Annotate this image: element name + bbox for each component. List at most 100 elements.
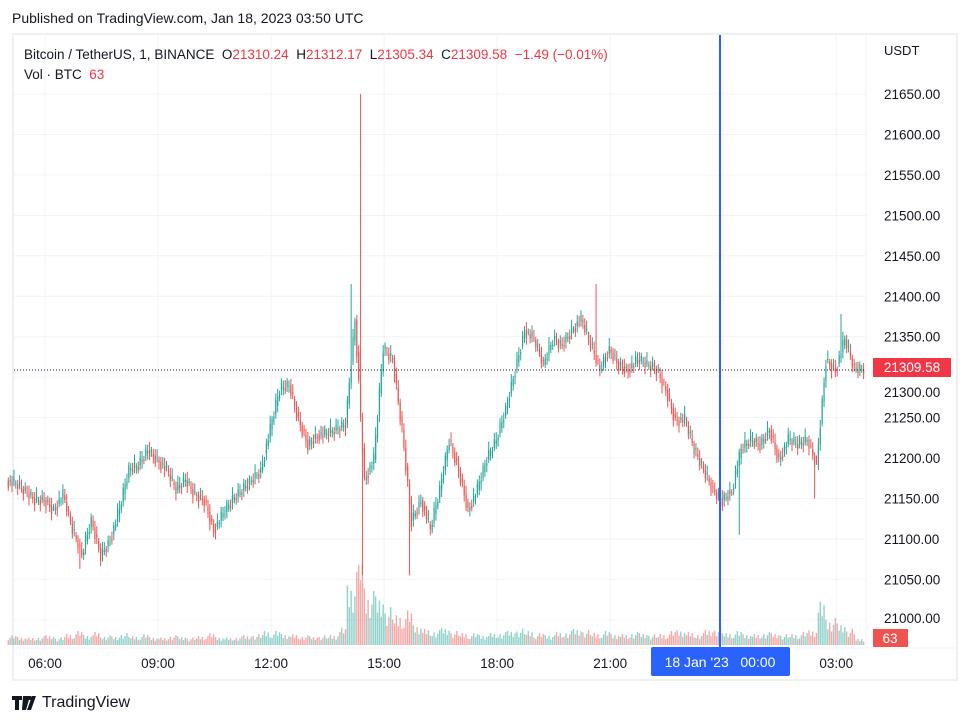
candle-body [614,355,616,357]
volume-bar [86,636,89,645]
volume-bar [849,632,852,645]
candle-body [710,482,712,492]
volume-bar [448,630,450,645]
candle-body [529,334,531,339]
volume-bar [717,632,720,645]
candle-body [229,505,232,507]
volume-bar [160,637,162,645]
volume-bar [499,634,501,645]
volume-bar [361,565,364,645]
volume-bar [565,633,567,645]
volume-bar [429,635,431,645]
volume-bar [406,610,409,645]
candle-body [267,440,269,446]
candle-body [43,500,45,502]
candle-body [736,468,738,475]
candle-body [708,478,710,483]
candle-body [15,483,17,485]
candle-body [452,446,454,453]
candle-body [587,334,590,339]
time-tick-label: 03:00 [819,656,853,671]
candle-body [738,451,740,467]
candle-body [574,328,576,333]
volume-bar [56,641,58,645]
candle-body [171,476,173,479]
candle-body [495,440,497,445]
candle-body [231,495,234,504]
volume-bar [197,636,200,645]
volume-bar [194,639,196,645]
volume-bar [593,633,595,645]
candle-body [376,418,379,438]
volume-bar [580,631,582,645]
candle-body [314,434,316,439]
volume-bar [228,639,230,645]
volume-bar [569,634,571,645]
volume-bar [173,637,175,645]
candle-body [133,462,136,469]
tradingview-logo[interactable]: TradingView [12,694,130,712]
volume-bar [578,635,580,645]
candle-body [359,383,362,418]
volume-bar [791,634,793,645]
volume-bar [504,632,507,645]
candle-body [420,502,422,505]
volume-bar [746,635,748,645]
volume-bar [135,636,138,645]
volume-bar [397,626,399,645]
volume-bar [488,636,490,645]
volume-bar [761,637,763,645]
candle-body [297,413,299,417]
low-value: 21305.34 [377,47,434,62]
volume-bar [731,638,733,645]
volume-bar [597,634,599,645]
candle-body [778,453,780,458]
candle-body [474,496,477,499]
volume-bar [653,634,656,645]
brand-name: TradingView [42,694,131,711]
volume-bar [576,630,578,645]
candle-body [469,507,471,510]
volume-bar [11,635,13,645]
candle-body [69,516,72,522]
volume-bar [802,632,805,645]
volume-bar [602,634,605,645]
volume-bar [303,640,305,645]
candle-body [156,457,158,459]
candle-body [540,354,543,364]
candle-body [855,368,857,370]
candle-body [550,344,552,350]
volume-bar [205,639,207,645]
candle-body [478,481,480,491]
candle-body [668,396,671,399]
symbol-title[interactable]: Bitcoin / TetherUS, 1, BINANCE [24,47,215,62]
candle-body [333,431,335,435]
volume-bar [41,638,43,645]
candle-body [111,539,113,541]
candle-body [829,362,831,366]
volume-bar [697,635,699,645]
candle-body [194,491,196,493]
volume-bar [663,635,665,645]
volume-bar [324,635,326,645]
volume-bar [408,621,411,645]
candle-body [410,502,413,527]
volume-bar [17,637,19,645]
volume-bar [651,636,654,645]
candle-body [152,453,154,457]
candle-body [819,428,821,445]
candle-body [618,361,620,372]
last-price-label: 21309.58 [884,360,940,375]
volume-bar [847,636,850,645]
grid [14,35,866,648]
volume-bar [527,631,529,645]
candle-body [137,466,139,471]
volume-title[interactable]: Vol · BTC [24,67,82,82]
volume-bar [862,641,865,645]
published-caption: Published on TradingView.com, Jan 18, 20… [12,10,364,26]
volume-bar [81,632,83,645]
volume-bar [553,635,556,645]
volume-bar [859,641,861,645]
volume-bar [638,633,641,645]
